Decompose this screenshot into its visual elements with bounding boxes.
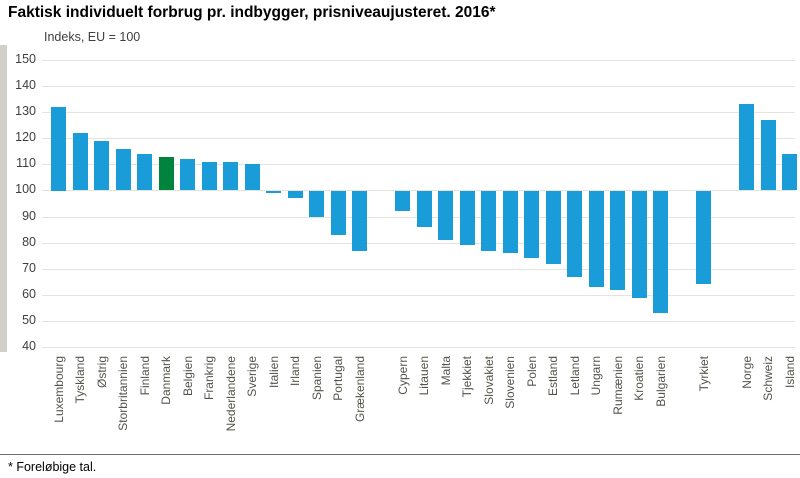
y-tick-label-150: 150 — [15, 52, 36, 66]
x-label-tyskland: Tyskland — [73, 356, 87, 404]
x-label-estland: Estland — [546, 356, 560, 397]
y-tick-label-60: 60 — [22, 287, 36, 301]
bar-schweiz — [760, 120, 776, 191]
bar-luxembourg — [51, 107, 66, 191]
bar-ungarn — [588, 190, 604, 287]
x-label-kroatien: Kroatien — [632, 356, 646, 401]
gridline-70 — [42, 269, 795, 270]
x-label-frankrig: Frankrig — [202, 356, 216, 401]
x-label-slovenien: Slovenien — [503, 356, 517, 409]
bar-slovenien — [502, 190, 518, 254]
chart-title: Faktisk individuelt forbrug pr. indbygge… — [8, 4, 496, 21]
x-label-spanien: Spanien — [309, 356, 324, 401]
bar-italien — [266, 190, 281, 194]
x-label-danmark: Danmark — [159, 356, 173, 405]
bar-nederlandene — [223, 161, 238, 191]
bar-bulgarien — [653, 190, 668, 314]
gridline-80 — [42, 243, 795, 244]
bar-oestrig — [94, 140, 109, 191]
x-label-portugal: Portugal — [331, 356, 345, 401]
x-label-norge: Norge — [739, 356, 754, 389]
bar-danmark — [158, 156, 174, 191]
gridline-40 — [42, 347, 795, 348]
y-tick-label-130: 130 — [15, 104, 36, 118]
y-tick-label-90: 90 — [22, 209, 36, 223]
x-label-oestrig: Østrig — [94, 356, 109, 389]
bar-finland — [137, 153, 152, 191]
gridline-140 — [42, 86, 795, 87]
y-tick-label-40: 40 — [22, 339, 36, 353]
bar-rumaenien — [610, 190, 625, 290]
gridline-110 — [42, 164, 795, 165]
x-label-irland: Irland — [288, 356, 302, 387]
x-label-belgien: Belgien — [180, 356, 195, 397]
bar-portugal — [330, 190, 346, 235]
x-label-ungarn: Ungarn — [589, 356, 603, 396]
bar-irland — [287, 190, 303, 199]
bar-sverige — [244, 164, 260, 191]
bar-norge — [739, 104, 754, 191]
x-label-finland: Finland — [137, 356, 152, 396]
y-tick-label-80: 80 — [22, 235, 36, 249]
x-label-luxembourg: Luxembourg — [51, 356, 66, 423]
x-label-nederlandene: Nederlandene — [223, 356, 238, 432]
x-label-polen: Polen — [524, 356, 539, 387]
x-label-italien: Italien — [266, 356, 281, 389]
bar-litauen — [416, 190, 432, 227]
y-tick-label-50: 50 — [22, 313, 36, 327]
bar-malta — [438, 190, 453, 241]
bar-slovakiet — [481, 190, 496, 251]
x-label-letland: Letland — [567, 356, 582, 396]
bar-polen — [524, 190, 539, 259]
y-axis-unit-label: Indeks, EU = 100 — [44, 30, 141, 44]
bar-graekenland — [352, 190, 367, 251]
bar-cypern — [395, 190, 410, 212]
y-tick-label-100: 100 — [15, 182, 36, 196]
x-label-malta: Malta — [438, 356, 453, 386]
bar-tyrkiet — [696, 190, 711, 285]
gridline-130 — [42, 112, 795, 113]
bar-tjekkiet — [459, 190, 475, 246]
gridline-60 — [42, 295, 795, 296]
y-tick-label-110: 110 — [16, 156, 36, 170]
y-tick-label-70: 70 — [22, 261, 36, 275]
x-label-bulgarien: Bulgarien — [653, 356, 668, 407]
bar-letland — [567, 190, 582, 277]
x-label-cypern: Cypern — [395, 356, 410, 395]
y-tick-label-120: 120 — [15, 130, 36, 144]
bar-island — [782, 153, 797, 191]
footnote: * Foreløbige tal. — [8, 460, 97, 474]
x-label-sverige: Sverige — [245, 356, 259, 397]
bar-spanien — [309, 190, 324, 217]
x-label-schweiz: Schweiz — [761, 356, 775, 401]
x-label-graekenland: Grækenland — [352, 356, 367, 423]
bar-frankrig — [201, 161, 217, 191]
x-label-island: Island — [782, 356, 797, 389]
bar-kroatien — [631, 190, 647, 298]
x-label-slovakiet: Slovakiet — [481, 356, 496, 405]
bar-estland — [545, 190, 561, 264]
footer-divider — [0, 454, 800, 455]
x-label-storbritannien: Storbritannien — [116, 356, 130, 431]
x-label-litauen: Litauen — [417, 356, 431, 396]
y-tick-label-140: 140 — [15, 78, 36, 92]
bar-belgien — [180, 159, 195, 191]
x-label-rumaenien: Rumænien — [610, 356, 625, 415]
gridline-150 — [42, 60, 795, 61]
left-accent-strip — [0, 45, 7, 352]
gridline-50 — [42, 321, 795, 322]
gridline-120 — [42, 138, 795, 139]
bar-storbritannien — [115, 148, 131, 191]
x-label-tyrkiet: Tyrkiet — [696, 356, 711, 392]
bar-tyskland — [72, 133, 88, 191]
x-label-tjekkiet: Tjekkiet — [460, 356, 474, 398]
